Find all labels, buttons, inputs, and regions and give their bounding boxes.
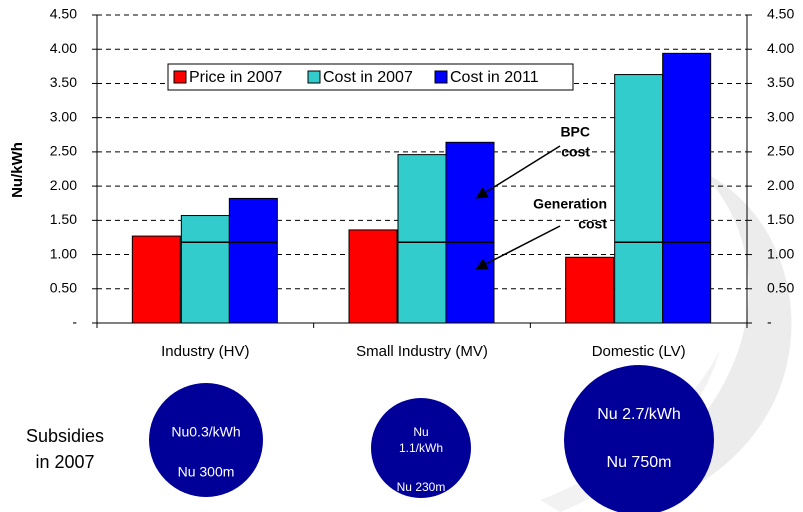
y-tick-label: 0.50 (50, 279, 77, 295)
y-tick-label: 3.00 (50, 108, 77, 124)
bar (131, 235, 181, 324)
subsidy-label: Nu 300m (178, 464, 235, 480)
subsidy-label: Nu (413, 425, 428, 439)
subsidy-label: Nu 2.7/kWh (597, 406, 681, 423)
y2-tick-label: 1.50 (767, 211, 794, 227)
subsidies-label: Subsidies (26, 426, 104, 446)
bar (565, 256, 615, 324)
subsidy-circle (564, 365, 714, 512)
subsidies-label: in 2007 (35, 452, 94, 472)
y-axis-title: Nu/kWh (9, 142, 26, 198)
x-tick-label: Small Industry (MV) (356, 343, 488, 360)
y-tick-label: 1.50 (50, 211, 77, 227)
y2-tick-label: - (767, 314, 772, 330)
bar (662, 52, 712, 324)
subsidy-circle (371, 398, 471, 498)
bar (614, 74, 664, 324)
legend-label: Cost in 2007 (323, 69, 413, 86)
watermark (540, 350, 720, 512)
bar (397, 154, 447, 324)
subsidy-label: Nu0.3/kWh (171, 424, 240, 440)
y2-tick-label: 1.00 (767, 245, 794, 261)
annotation-arrow (475, 225, 561, 270)
legend-label: Price in 2007 (189, 69, 282, 86)
x-tick-label: Industry (HV) (161, 343, 249, 360)
annotation: cost (578, 216, 607, 232)
y2-tick-label: 0.50 (767, 279, 794, 295)
y-tick-label: 4.50 (50, 6, 77, 22)
y-tick-label: 1.00 (50, 245, 77, 261)
y2-tick-label: 3.00 (767, 108, 794, 124)
y2-tick-label: 3.50 (767, 74, 794, 90)
annotation: BPC (560, 124, 590, 140)
subsidy-label: Nu 230m (397, 480, 446, 494)
subsidy-label: 1.1/kWh (399, 441, 443, 455)
y-tick-label: 2.00 (50, 177, 77, 193)
annotation: Generation (533, 196, 607, 212)
y-tick-label: 3.50 (50, 74, 77, 90)
y-tick-label: - (72, 314, 77, 330)
bar (180, 215, 230, 324)
legend-label: Cost in 2011 (450, 69, 539, 86)
y2-tick-label: 4.50 (767, 6, 794, 22)
y2-tick-label: 2.00 (767, 177, 794, 193)
legend-swatch (434, 70, 448, 84)
legend-box (167, 63, 574, 91)
watermark (640, 170, 792, 512)
subsidy-circle (149, 383, 263, 497)
x-tick-label: Domestic (LV) (592, 343, 686, 360)
legend-swatch (173, 70, 187, 84)
annotation-arrow (475, 145, 561, 199)
y-tick-label: 2.50 (50, 143, 77, 159)
y2-tick-label: 2.50 (767, 143, 794, 159)
annotation: cost (561, 144, 590, 160)
bar (228, 197, 278, 324)
y2-tick-label: 4.00 (767, 40, 794, 56)
bar (445, 141, 495, 324)
y-tick-label: 4.00 (50, 40, 77, 56)
legend-swatch (307, 70, 321, 84)
bar (348, 229, 398, 324)
subsidy-label: Nu 750m (607, 454, 672, 471)
